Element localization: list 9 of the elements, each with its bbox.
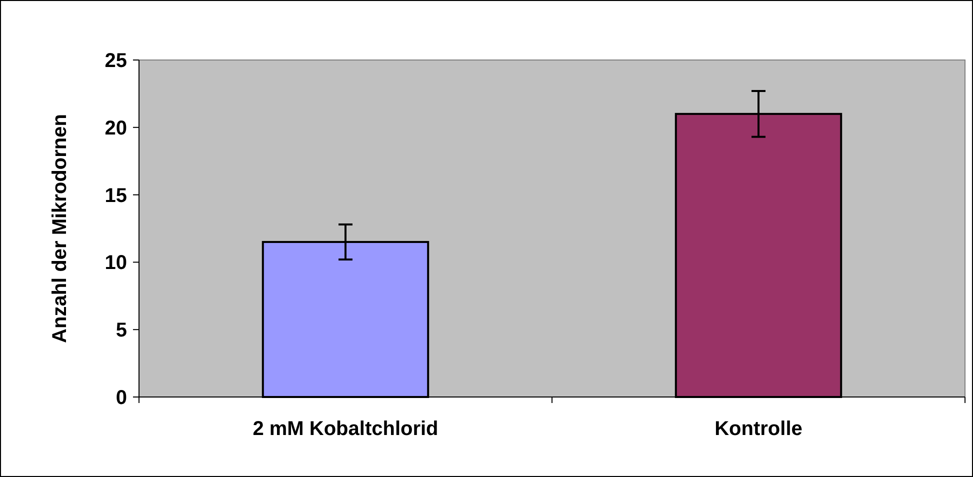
- y-tick-label: 20: [104, 117, 127, 140]
- x-tick-label: 2 mM Kobaltchlorid: [252, 418, 438, 440]
- y-tick-label: 10: [104, 252, 127, 274]
- y-tick-label: 0: [116, 387, 127, 409]
- x-tick-label: Kontrolle: [714, 418, 802, 440]
- y-axis-title: Anzahl der Mikrodornen: [49, 114, 71, 343]
- y-tick-label: 25: [104, 50, 127, 72]
- y-tick-label: 15: [104, 184, 127, 207]
- y-tick-label: 5: [116, 320, 127, 342]
